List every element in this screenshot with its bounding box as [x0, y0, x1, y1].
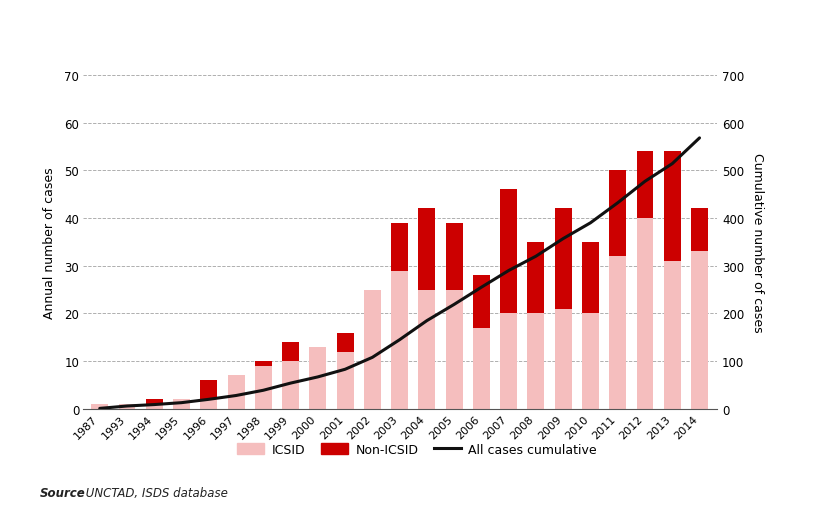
Bar — [582, 242, 599, 314]
Bar — [636, 219, 654, 409]
Bar — [146, 405, 163, 409]
Bar — [610, 171, 626, 257]
Bar — [91, 405, 108, 409]
Bar — [282, 342, 299, 362]
Y-axis label: Cumulative number of cases: Cumulative number of cases — [751, 153, 764, 332]
Bar — [200, 399, 217, 409]
Bar — [527, 242, 545, 314]
Bar — [473, 328, 490, 409]
Bar — [664, 262, 681, 409]
Bar — [173, 399, 190, 409]
Text: Source: Source — [40, 486, 86, 499]
Bar — [255, 362, 272, 366]
Bar — [419, 290, 435, 409]
Bar — [282, 362, 299, 409]
Bar — [309, 347, 326, 409]
Bar — [555, 309, 571, 409]
Bar — [691, 209, 708, 252]
Y-axis label: Annual number of cases: Annual number of cases — [43, 167, 56, 318]
Legend: ICSID, Non-ICSID, All cases cumulative: ICSID, Non-ICSID, All cases cumulative — [232, 438, 602, 461]
Text: Figure 1. Known ISDS cases, annual and cumulative (1987–2014): Figure 1. Known ISDS cases, annual and c… — [13, 21, 549, 36]
Text: : UNCTAD, ISDS database: : UNCTAD, ISDS database — [78, 486, 229, 499]
Bar — [582, 314, 599, 409]
Bar — [228, 376, 244, 409]
Bar — [691, 252, 708, 409]
Bar — [146, 399, 163, 405]
Bar — [419, 209, 435, 290]
Bar — [200, 380, 217, 399]
Bar — [527, 314, 545, 409]
Bar — [664, 152, 681, 262]
Bar — [337, 333, 354, 352]
Bar — [500, 314, 517, 409]
Bar — [636, 152, 654, 219]
Bar — [473, 276, 490, 328]
Bar — [445, 290, 463, 409]
Bar — [337, 352, 354, 409]
Bar — [255, 366, 272, 409]
Bar — [364, 290, 381, 409]
Bar — [118, 405, 135, 409]
Bar — [391, 223, 408, 271]
Bar — [500, 190, 517, 314]
Bar — [555, 209, 571, 309]
Bar — [445, 223, 463, 290]
Bar — [391, 271, 408, 409]
Bar — [610, 257, 626, 409]
